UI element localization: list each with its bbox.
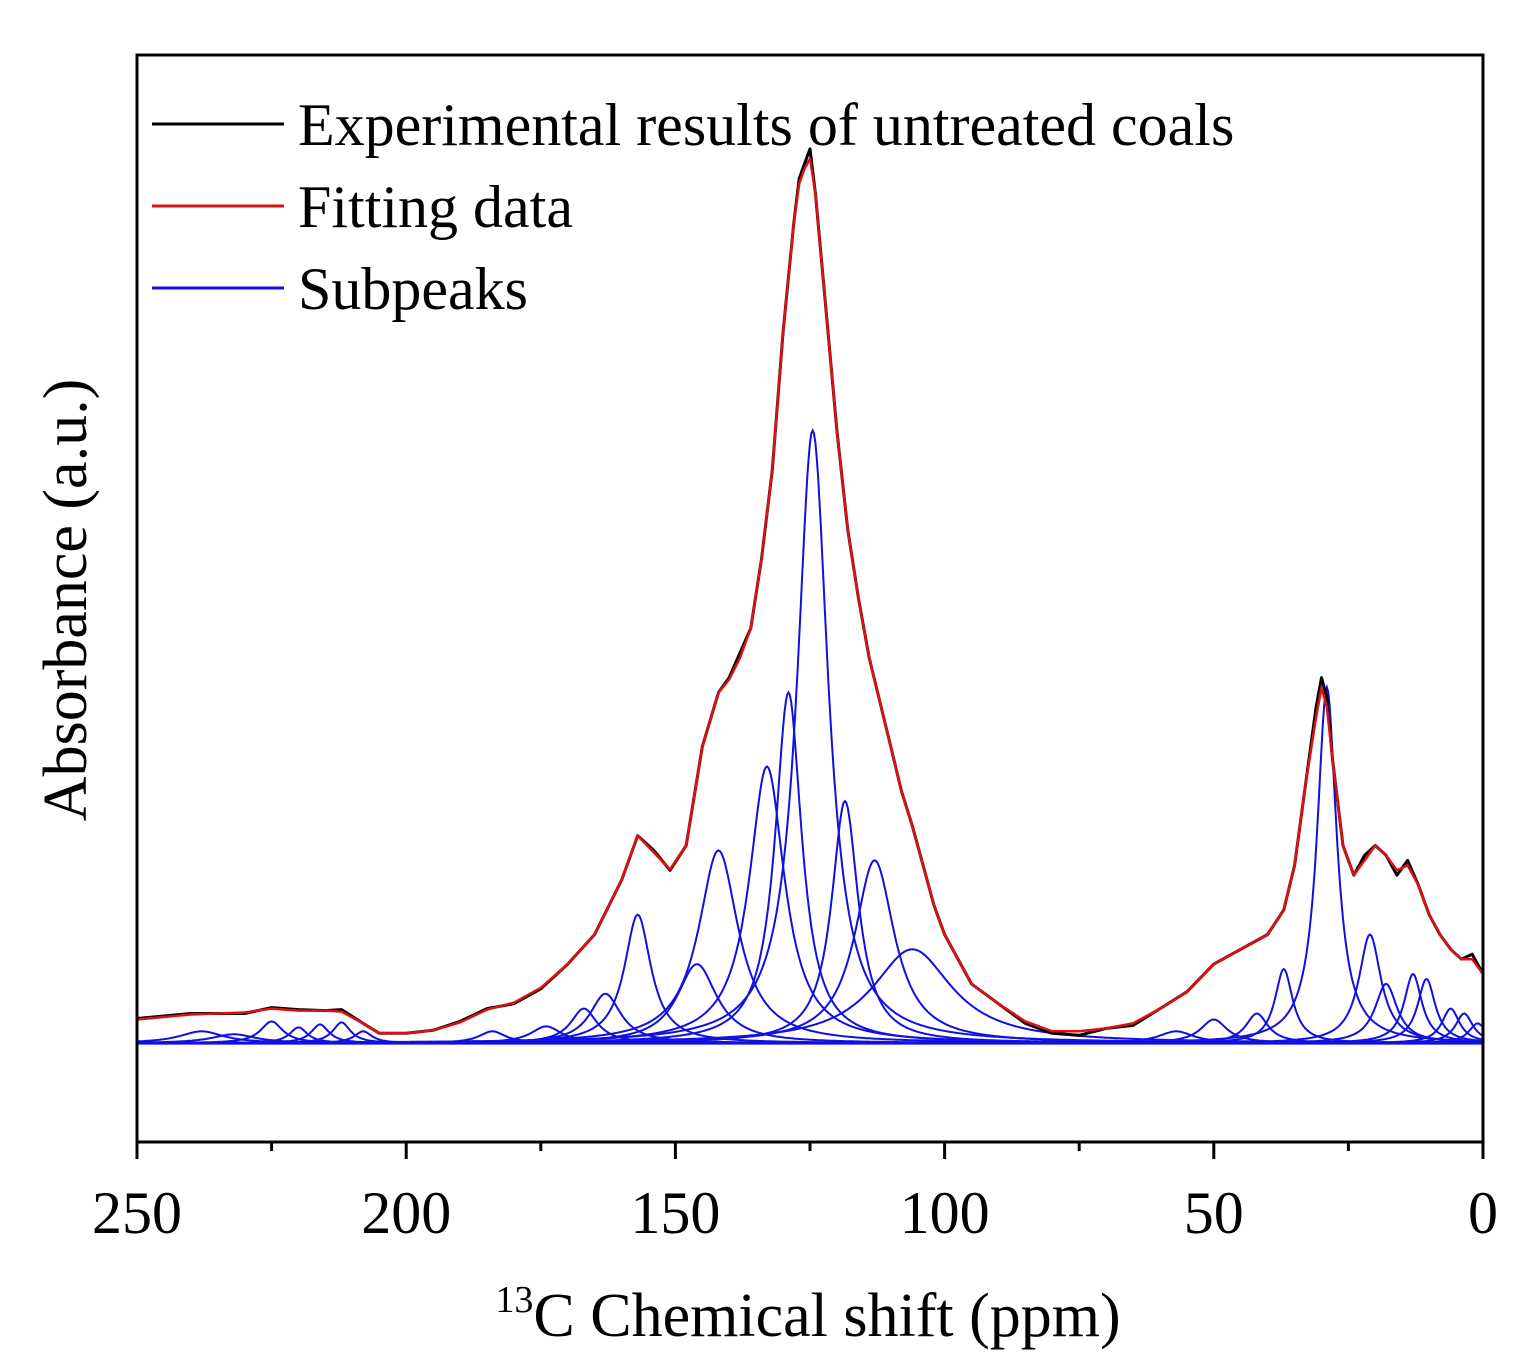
x-axis-title: 13C Chemical shift (ppm) [495, 1279, 1120, 1350]
x-tick-label: 50 [1184, 1180, 1244, 1246]
x-axis-title-superscript: 13 [495, 1279, 533, 1321]
x-tick-label: 200 [361, 1180, 451, 1246]
series-group [136, 147, 1485, 1037]
x-tick-label: 150 [630, 1180, 720, 1246]
x-tick-label: 0 [1468, 1180, 1498, 1246]
x-axis-ticks: 250 200 150 100 50 0 [92, 1142, 1498, 1246]
y-axis-title: Absorbance (a.u.) [32, 379, 100, 821]
subpeak-32 [137, 1022, 1484, 1045]
legend-label-experimental: Experimental results of untreated coals [298, 92, 1234, 158]
x-tick-label: 250 [92, 1180, 182, 1246]
legend: Experimental results of untreated coals … [152, 92, 1234, 322]
legend-label-fitting: Fitting data [298, 174, 573, 240]
series-fitting [136, 157, 1485, 1035]
x-axis-title-text: C Chemical shift (ppm) [533, 1282, 1120, 1350]
subpeaks-group [137, 427, 1484, 1045]
x-tick-label: 100 [900, 1180, 990, 1246]
legend-label-subpeaks: Subpeaks [298, 256, 528, 322]
